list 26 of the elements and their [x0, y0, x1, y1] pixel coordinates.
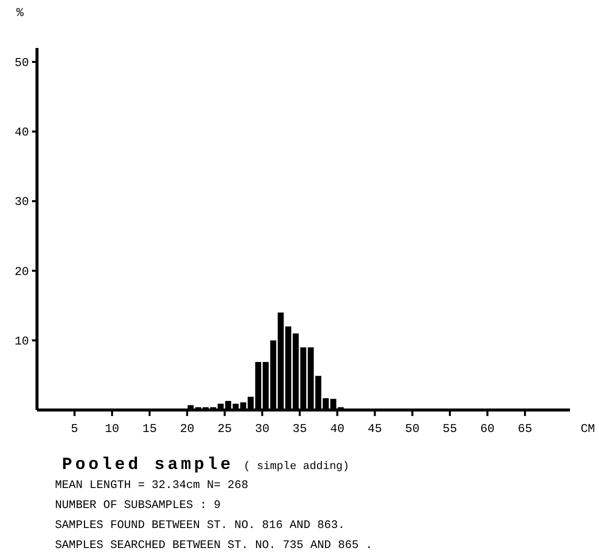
- text: SAMPLES FOUND BETWEEN ST. NO. 816 AND 863.: [55, 519, 345, 532]
- x-tick-label: 45: [368, 422, 382, 436]
- y-tick-label: 30: [14, 195, 29, 210]
- x-tick-label: 10: [104, 422, 120, 436]
- x-tick-label: 25: [217, 422, 232, 436]
- x-tick-label: 5: [70, 422, 78, 436]
- x-tick-label: 30: [255, 422, 270, 436]
- text: SAMPLES SEARCHED BETWEEN ST. NO. 735 AND 865 .: [55, 539, 372, 552]
- text: MEAN LENGTH = 32.34cm N= 268: [55, 479, 248, 492]
- text: NUMBER OF SUBSAMPLES : 9: [55, 499, 221, 512]
- y-tick-label: 50: [14, 56, 29, 70]
- x-tick-label: 15: [142, 422, 157, 436]
- y-tick-label: 10: [14, 334, 29, 348]
- x-tick-label: 50: [405, 422, 420, 436]
- y-tick-label: 40: [14, 126, 29, 140]
- x-tick-label: 60: [480, 422, 495, 436]
- y-tick-label: 20: [14, 264, 29, 279]
- x-tick-label: 40: [330, 422, 344, 436]
- y-axis-title: %: [16, 6, 24, 20]
- text: ( simple adding): [244, 461, 350, 473]
- x-tick-label: 55: [442, 422, 458, 436]
- x-tick-label: 20: [180, 422, 194, 436]
- x-axis-title: CM: [580, 422, 595, 436]
- x-tick-label: 65: [518, 422, 532, 436]
- x-tick-label: 35: [292, 422, 307, 436]
- text: Pooled sample: [62, 456, 234, 475]
